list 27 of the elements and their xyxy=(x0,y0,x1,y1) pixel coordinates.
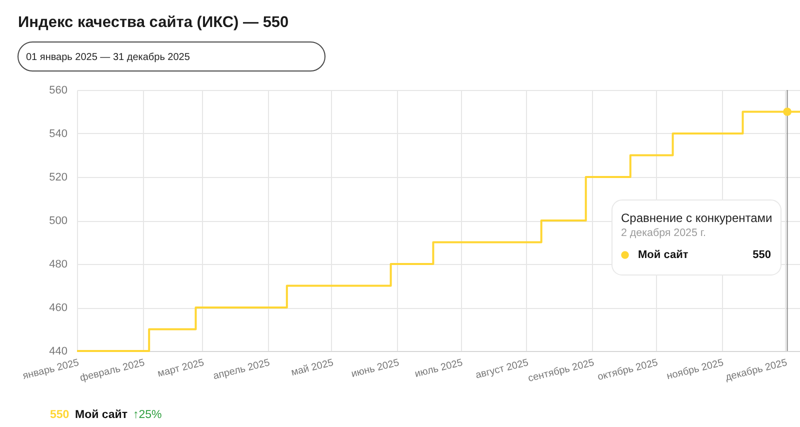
y-tick-label: 480 xyxy=(49,258,68,270)
x-tick-label: декабрь 2025 xyxy=(724,357,789,384)
x-tick-label: март 2025 xyxy=(156,357,206,380)
x-tick-label: ноябрь 2025 xyxy=(666,357,726,382)
text: ↑25% xyxy=(133,409,162,421)
x-tick-label: апрель 2025 xyxy=(212,357,272,382)
chart-subtitle: 01 январь 2025 — 31 декабрь 2025 xyxy=(26,52,190,63)
y-tick-label: 440 xyxy=(49,346,68,358)
x-tick-label: июль 2025 xyxy=(414,357,464,380)
x-tick-label: май 2025 xyxy=(290,357,336,379)
x-tick-label: октябрь 2025 xyxy=(596,357,660,384)
x-tick-label: февраль 2025 xyxy=(78,357,146,384)
annotation: 550 xyxy=(752,249,771,261)
y-tick-label: 460 xyxy=(49,302,68,314)
x-tick-label: сентябрь 2025 xyxy=(527,357,596,385)
y-tick-label: 520 xyxy=(49,172,68,184)
text: 550 xyxy=(50,409,70,421)
x-tick-label: январь 2025 xyxy=(22,357,81,382)
x-tick-label: июнь 2025 xyxy=(350,357,401,380)
annotation: 2 декабря 2025 г. xyxy=(621,227,706,239)
y-tick-label: 540 xyxy=(49,128,68,140)
text: Мой сайт xyxy=(75,409,128,421)
annotation: Сравнение с конкурентами xyxy=(621,211,772,225)
legend-label: Мой сайт xyxy=(638,249,689,261)
chart-title: Индекс качества сайта (ИКС) — 550 xyxy=(18,14,289,31)
y-tick-label: 560 xyxy=(49,84,68,96)
y-tick-label: 500 xyxy=(49,215,68,227)
